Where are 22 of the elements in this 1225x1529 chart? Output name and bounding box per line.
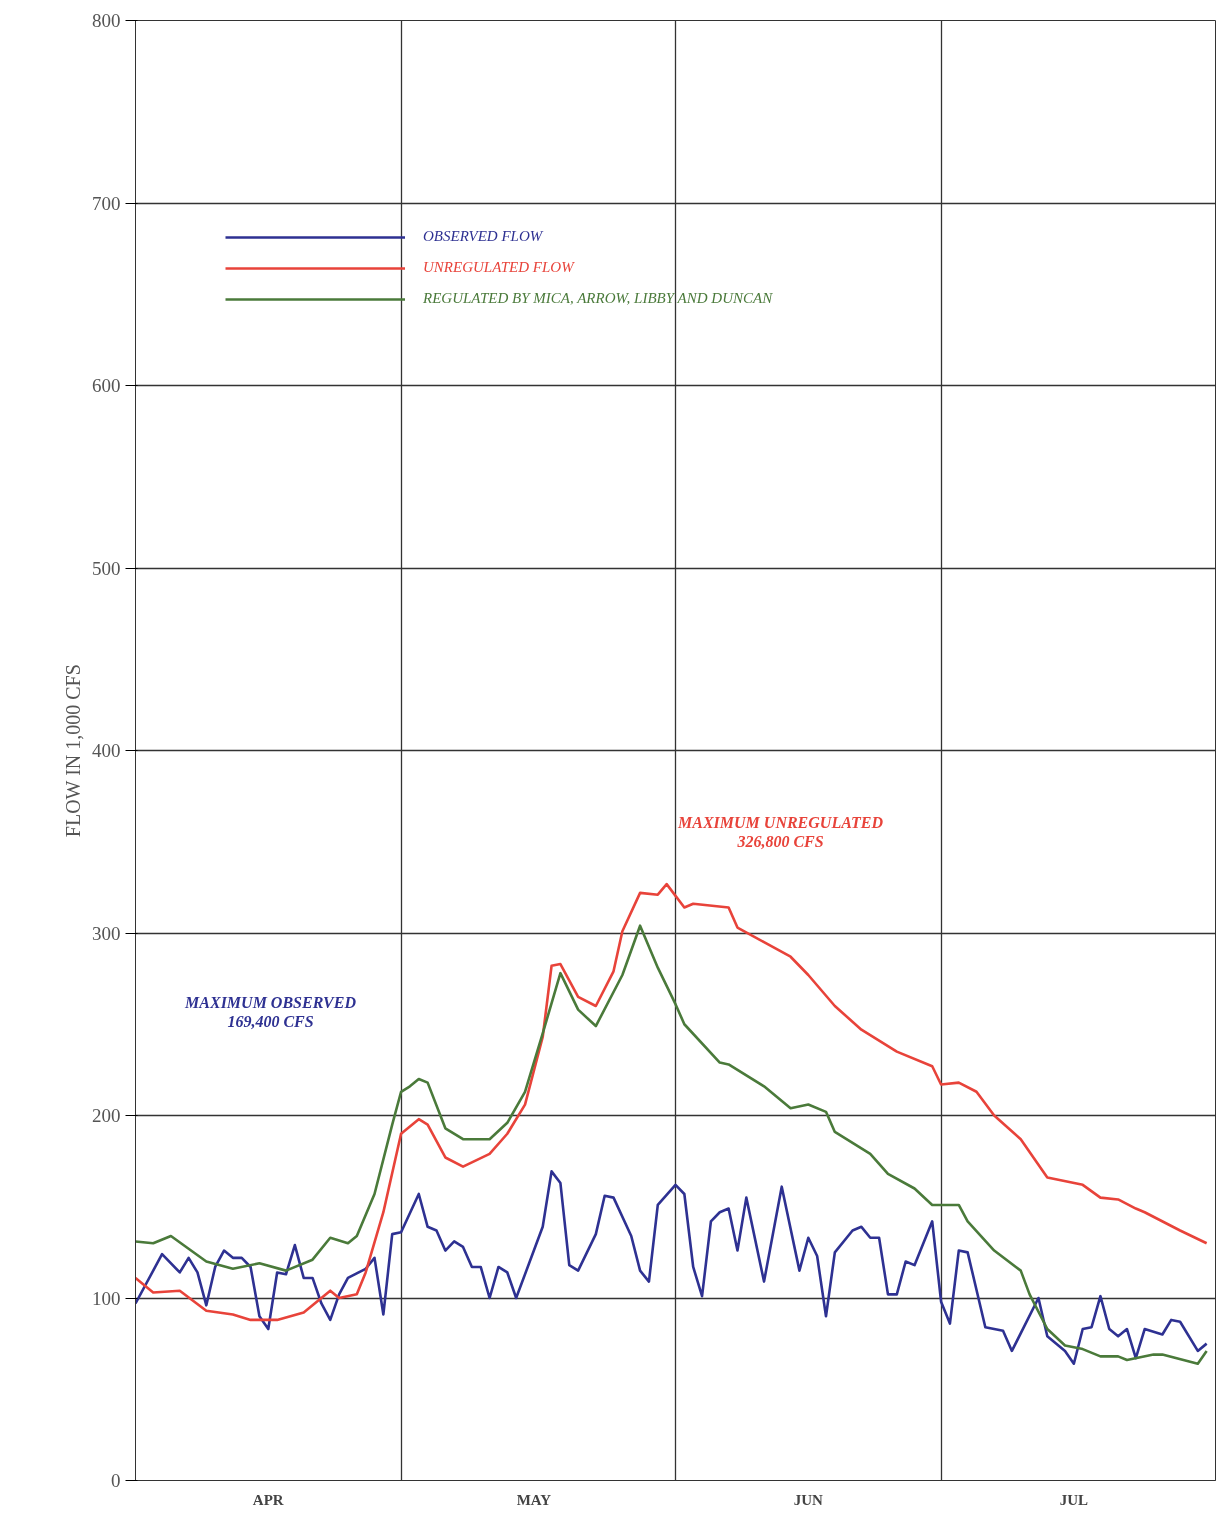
y-tick-label: 100 xyxy=(92,1287,121,1309)
x-tick-label: MAY xyxy=(516,1491,552,1508)
y-tick-label: 200 xyxy=(92,1105,121,1126)
y-tick-label: 500 xyxy=(92,557,121,579)
y-axis-title: FLOW IN 1,000 CFS xyxy=(62,664,84,838)
y-tick-label: 400 xyxy=(92,740,121,761)
line-series xyxy=(135,1170,1208,1365)
line-series xyxy=(135,924,1208,1365)
text: OBSERVED FLOW xyxy=(423,228,543,245)
line-series xyxy=(135,882,1208,1322)
text: REGULATED BY MICA, ARROW, LIBBY AND DUNCAN xyxy=(423,290,773,307)
y-tick-label: 0 xyxy=(111,1470,121,1491)
y-tick-label: 600 xyxy=(92,375,121,396)
text: UNREGULATED FLOW xyxy=(423,259,574,276)
annotation: MAXIMUM OBSERVED 169,400 CFS xyxy=(184,993,357,1030)
x-tick-label: APR xyxy=(252,1491,284,1508)
x-tick-label: JUN xyxy=(793,1491,824,1508)
y-tick-label: 300 xyxy=(92,922,121,944)
annotation: MAXIMUM UNREGULATED 326,800 CFS xyxy=(677,813,884,850)
y-tick-label: 800 xyxy=(92,10,121,31)
x-tick-label: JUL xyxy=(1059,1491,1089,1508)
y-tick-label: 700 xyxy=(92,192,121,214)
